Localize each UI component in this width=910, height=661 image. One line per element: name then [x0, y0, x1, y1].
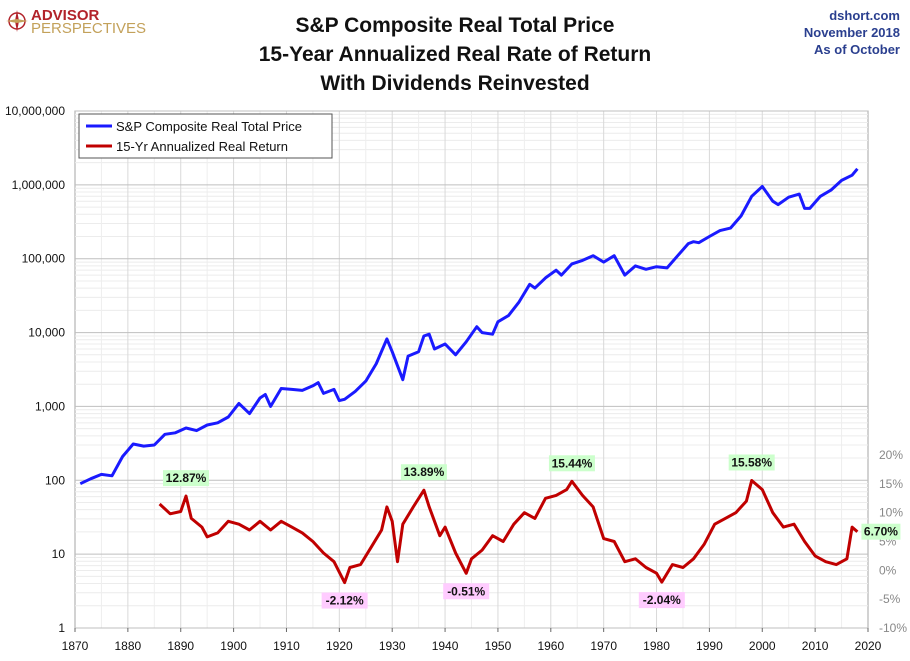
y-left-tick-label: 1,000	[35, 399, 65, 413]
chart-title-line3: With Dividends Reinvested	[320, 72, 589, 95]
source-site: dshort.com	[829, 8, 900, 23]
y-right-tick-label: -10%	[879, 621, 907, 635]
series-line-return	[158, 479, 859, 585]
x-tick-label: 1980	[643, 639, 670, 653]
annotation-bg	[443, 583, 490, 600]
annotation-bg	[638, 592, 685, 609]
annotation-bg	[321, 592, 368, 609]
legend-label-return: 15-Yr Annualized Real Return	[116, 139, 288, 154]
annotations: 12.87% -2.12% 13.89% -0.51% 15.44% -2.04% 15.5…	[163, 454, 901, 609]
x-tick-label: 2020	[855, 639, 882, 653]
y-left-tick-label: 100,000	[22, 252, 66, 266]
y-right-tick-label: 15%	[879, 477, 903, 491]
annotation-bg	[728, 454, 775, 471]
x-tick-label: 1910	[273, 639, 300, 653]
y-left-tick-label: 10,000	[28, 326, 65, 340]
x-tick-label: 2000	[749, 639, 776, 653]
annotation-bg	[163, 470, 210, 487]
x-tick-label: 1950	[485, 639, 512, 653]
y-right-tick-label: 0%	[879, 563, 897, 577]
annotation-label: -0.51%	[447, 584, 485, 598]
y-left-tick-label: 1	[58, 621, 65, 635]
y-axis-left-ticks: 1 10 100 1,000 10,000 100,000 1,000,000 10,000,…	[5, 104, 65, 635]
x-tick-label: 1970	[590, 639, 617, 653]
y-left-tick-label: 10,000,000	[5, 104, 65, 118]
x-tick-label: 1890	[167, 639, 194, 653]
y-right-tick-label: 10%	[879, 506, 903, 520]
legend-label-price: S&P Composite Real Total Price	[116, 119, 302, 134]
y-axis-right-ticks: 20%15%10%5%0%-5%-10%	[879, 448, 907, 635]
annotation-label: 13.89%	[404, 465, 445, 479]
annotation-label: -2.12%	[326, 594, 364, 608]
legend-box	[78, 113, 333, 159]
x-tick-label: 1930	[379, 639, 406, 653]
source-asof: As of October	[814, 42, 900, 57]
annotation-label: -2.04%	[643, 593, 681, 607]
logo-line2: PERSPECTIVES	[31, 20, 146, 37]
legend: S&P Composite Real Total Price 15-Yr Ann…	[78, 113, 333, 159]
annotation-bg	[400, 464, 447, 481]
x-tick-label: 1960	[537, 639, 564, 653]
annotation-label: 15.58%	[731, 455, 772, 469]
x-tick-label: 1880	[115, 639, 142, 653]
series-layer	[79, 167, 859, 585]
compass-rose-icon	[6, 10, 28, 32]
y-left-tick-label: 10	[52, 547, 66, 561]
source-date: November 2018	[804, 25, 900, 40]
annotation-label: 6.70%	[864, 525, 898, 539]
x-tick-label: 2010	[802, 639, 829, 653]
annotation-bg	[861, 523, 901, 540]
chart-title-line1: S&P Composite Real Total Price	[296, 14, 615, 37]
y-right-tick-label: 20%	[879, 448, 903, 462]
annotation-bg	[548, 455, 595, 472]
series-line-price	[79, 167, 859, 486]
logo-line1: ADVISOR	[31, 7, 100, 24]
x-tick-label: 1940	[432, 639, 459, 653]
logo: ADVISOR PERSPECTIVES	[6, 7, 146, 37]
x-tick-label: 1870	[62, 639, 89, 653]
x-tick-label: 1900	[220, 639, 247, 653]
x-tick-label: 1920	[326, 639, 353, 653]
chart-title-line2: 15-Year Annualized Real Rate of Return	[259, 43, 652, 66]
annotation-label: 12.87%	[166, 471, 207, 485]
annotation-label: 15.44%	[552, 456, 593, 470]
x-axis-ticks: 1870 1880 1890 1900 1910 1920 1930 1940 1950 1960…	[62, 628, 882, 653]
y-left-tick-label: 1,000,000	[12, 178, 66, 192]
y-right-tick-label: -5%	[879, 592, 901, 606]
x-tick-label: 1990	[696, 639, 723, 653]
y-left-tick-label: 100	[45, 473, 65, 487]
